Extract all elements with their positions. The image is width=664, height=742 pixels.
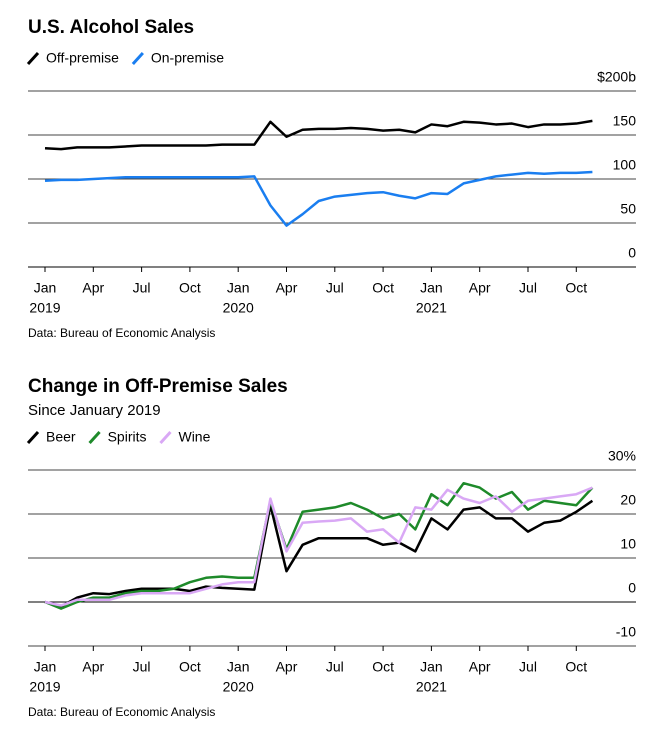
x-tick-label: Jul [519, 280, 537, 296]
y-tick-label: 30% [608, 448, 636, 464]
legend-label: Wine [178, 429, 210, 445]
data-line [44, 170, 593, 227]
source-note: Data: Bureau of Economic Analysis [28, 326, 215, 340]
x-tick-label: Jul [133, 659, 151, 675]
x-tick-label: Jan [34, 280, 57, 296]
x-tick-label: Jul [326, 659, 344, 675]
x-tick-label: Oct [565, 280, 587, 296]
y-tick-label: $200b [597, 69, 636, 85]
x-tick-label: Jul [326, 280, 344, 296]
x-year-label: 2020 [223, 679, 254, 695]
data-line [44, 486, 593, 607]
x-tick-label: Jan [34, 659, 57, 675]
legend-swatch [159, 430, 172, 445]
chart-title: Change in Off-Premise Sales [28, 376, 288, 397]
y-tick-label: 20 [620, 492, 636, 508]
legend-label: On-premise [151, 50, 224, 66]
legend-label: Spirits [108, 429, 147, 445]
data-line [44, 499, 594, 608]
x-tick-label: Apr [469, 280, 491, 296]
x-tick-label: Apr [276, 280, 298, 296]
y-tick-label: 150 [613, 113, 637, 129]
x-tick-label: Jul [133, 280, 151, 296]
y-tick-label: 10 [620, 536, 636, 552]
x-year-label: 2020 [223, 300, 254, 316]
x-tick-label: Apr [82, 659, 104, 675]
x-tick-label: Oct [565, 659, 587, 675]
y-tick-label: 0 [628, 245, 636, 261]
legend-swatch [26, 430, 40, 445]
x-tick-label: Jan [227, 659, 250, 675]
legend-label: Beer [46, 429, 76, 445]
y-tick-label: 0 [628, 580, 636, 596]
x-tick-label: Jan [420, 280, 443, 296]
x-year-label: 2021 [416, 679, 447, 695]
x-tick-label: Oct [179, 659, 201, 675]
x-tick-label: Oct [372, 280, 394, 296]
x-year-label: 2021 [416, 300, 447, 316]
x-tick-label: Jan [227, 280, 250, 296]
x-tick-label: Jul [519, 659, 537, 675]
x-year-label: 2019 [29, 300, 60, 316]
x-tick-label: Jan [420, 659, 443, 675]
chart-subtitle: Since January 2019 [28, 402, 161, 419]
x-tick-label: Oct [372, 659, 394, 675]
legend-swatch [131, 51, 144, 66]
legend-label: Off-premise [46, 50, 119, 66]
x-tick-label: Oct [179, 280, 201, 296]
chart-title: U.S. Alcohol Sales [28, 17, 194, 38]
y-tick-label: 100 [613, 157, 637, 173]
data-line [44, 481, 594, 610]
y-tick-label: 50 [620, 201, 636, 217]
legend-swatch [26, 51, 40, 66]
source-note: Data: Bureau of Economic Analysis [28, 705, 215, 719]
legend-swatch [88, 430, 101, 445]
x-tick-label: Apr [82, 280, 104, 296]
y-tick-label: -10 [616, 624, 636, 640]
x-tick-label: Apr [469, 659, 491, 675]
data-line [44, 119, 593, 151]
x-year-label: 2019 [29, 679, 60, 695]
x-tick-label: Apr [276, 659, 298, 675]
